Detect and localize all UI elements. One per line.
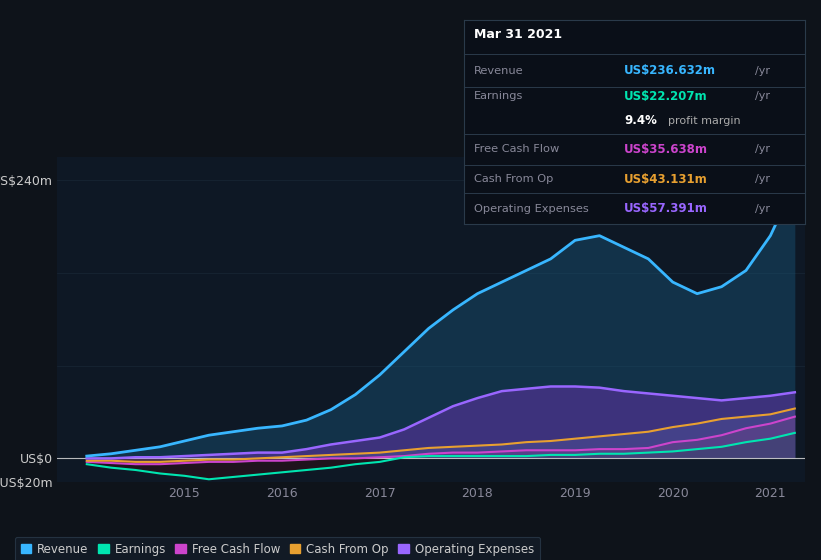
Text: US$236.632m: US$236.632m [624, 64, 716, 77]
Text: /yr: /yr [755, 66, 770, 76]
Text: US$35.638m: US$35.638m [624, 143, 708, 156]
Text: Mar 31 2021: Mar 31 2021 [474, 29, 562, 41]
Text: Cash From Op: Cash From Op [474, 174, 553, 184]
Text: Free Cash Flow: Free Cash Flow [474, 144, 559, 155]
Text: 9.4%: 9.4% [624, 114, 657, 127]
Text: US$43.131m: US$43.131m [624, 172, 708, 185]
Text: /yr: /yr [755, 144, 770, 155]
Text: US$57.391m: US$57.391m [624, 202, 708, 215]
Text: Earnings: Earnings [474, 91, 524, 101]
Legend: Revenue, Earnings, Free Cash Flow, Cash From Op, Operating Expenses: Revenue, Earnings, Free Cash Flow, Cash … [15, 537, 540, 560]
Text: Revenue: Revenue [474, 66, 524, 76]
Text: /yr: /yr [755, 91, 770, 101]
Text: /yr: /yr [755, 174, 770, 184]
Text: Operating Expenses: Operating Expenses [474, 204, 589, 214]
Text: /yr: /yr [755, 204, 770, 214]
Text: profit margin: profit margin [668, 116, 741, 126]
Text: US$22.207m: US$22.207m [624, 90, 708, 102]
